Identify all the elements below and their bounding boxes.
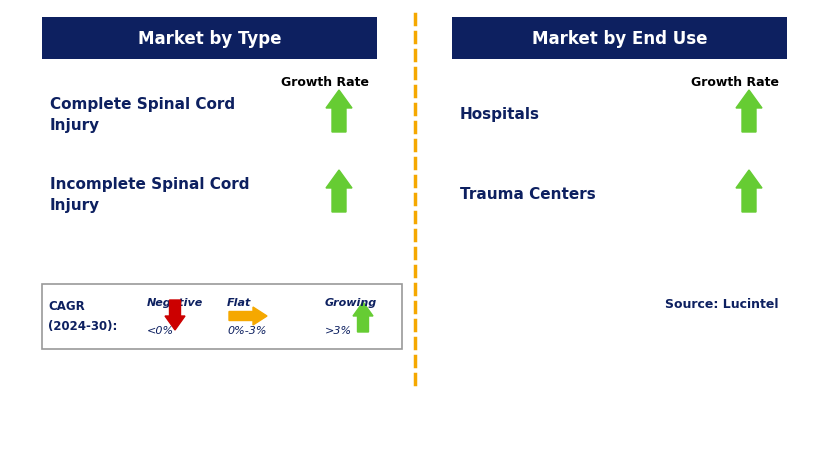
Text: Source: Lucintel: Source: Lucintel bbox=[665, 298, 778, 311]
Text: Flat: Flat bbox=[227, 297, 251, 308]
Polygon shape bbox=[353, 302, 373, 332]
Text: Market by End Use: Market by End Use bbox=[531, 30, 706, 48]
Text: Incomplete Spinal Cord
Injury: Incomplete Spinal Cord Injury bbox=[50, 177, 249, 213]
Text: Growing: Growing bbox=[325, 297, 377, 308]
Polygon shape bbox=[735, 91, 761, 133]
Polygon shape bbox=[325, 171, 352, 213]
Text: (2024-30):: (2024-30): bbox=[48, 320, 118, 333]
Polygon shape bbox=[325, 91, 352, 133]
Text: Growth Rate: Growth Rate bbox=[691, 75, 778, 88]
Text: Hospitals: Hospitals bbox=[460, 107, 539, 122]
Text: Complete Spinal Cord
Injury: Complete Spinal Cord Injury bbox=[50, 97, 235, 133]
Polygon shape bbox=[229, 308, 267, 325]
Text: 0%-3%: 0%-3% bbox=[227, 325, 266, 335]
Text: CAGR: CAGR bbox=[48, 300, 84, 313]
Text: Growth Rate: Growth Rate bbox=[281, 75, 368, 88]
Polygon shape bbox=[165, 300, 185, 330]
Text: Trauma Centers: Trauma Centers bbox=[460, 187, 595, 202]
Polygon shape bbox=[735, 171, 761, 213]
Text: >3%: >3% bbox=[325, 325, 352, 335]
Text: Market by Type: Market by Type bbox=[137, 30, 281, 48]
FancyBboxPatch shape bbox=[451, 18, 786, 60]
FancyBboxPatch shape bbox=[42, 18, 377, 60]
Text: Negative: Negative bbox=[147, 297, 203, 308]
FancyBboxPatch shape bbox=[42, 285, 402, 349]
Text: <0%: <0% bbox=[147, 325, 174, 335]
